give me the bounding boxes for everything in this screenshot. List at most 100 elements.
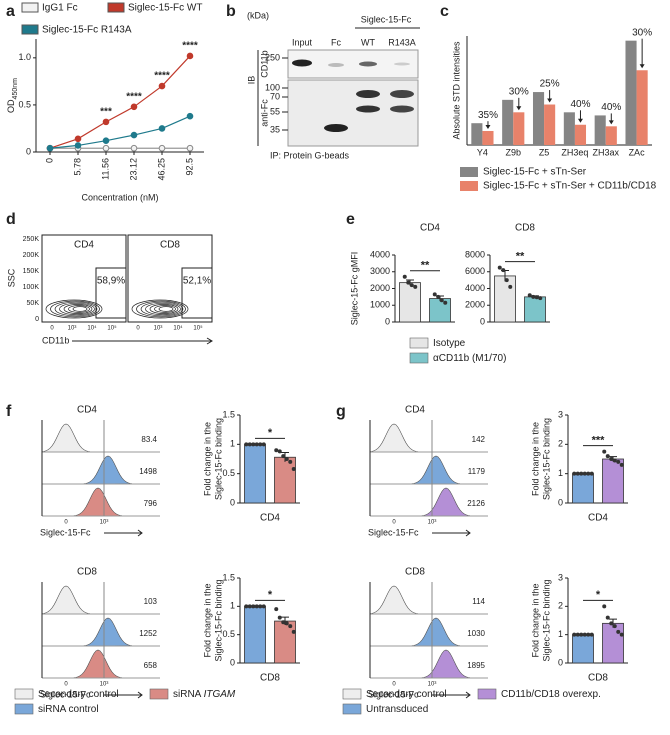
- bar: [572, 634, 594, 664]
- significance: *: [268, 427, 273, 439]
- data-point: [439, 298, 444, 303]
- y-tick-label: 3: [558, 572, 563, 582]
- data-point: [504, 278, 509, 283]
- contour: [136, 300, 186, 318]
- bar: [502, 99, 514, 145]
- histogram: [41, 585, 91, 615]
- flow-plot: [127, 234, 213, 323]
- data-point: [158, 82, 166, 90]
- data-point: [130, 144, 138, 152]
- data-point: [609, 621, 614, 626]
- histogram-value: 796: [144, 499, 158, 508]
- hist-x-arrow: [104, 529, 143, 537]
- data-point: [186, 52, 194, 60]
- panel-label: c: [440, 3, 449, 20]
- panel-label: g: [336, 403, 346, 420]
- flow-x-tick: 10³: [68, 326, 77, 332]
- y-tick-label: 0: [230, 657, 235, 667]
- x-tick-label: Y4: [477, 147, 488, 157]
- histogram-title: CD4: [77, 405, 97, 416]
- legend-label: siRNA control: [38, 704, 99, 715]
- data-point: [281, 620, 286, 625]
- flow-x-tick: 10⁴: [87, 325, 97, 332]
- significance: **: [421, 260, 430, 272]
- x-axis-label: CD4: [588, 513, 608, 524]
- data-point: [432, 292, 437, 297]
- y-tick-label: 6000: [465, 266, 485, 276]
- y-tick-label: 0: [558, 497, 563, 507]
- legend-swatch: [14, 688, 34, 700]
- y-tick-label: 4000: [465, 283, 485, 293]
- histogram-value: 1498: [139, 467, 157, 476]
- lane-label: Fc: [331, 37, 341, 47]
- flow-x-tick: 10⁵: [193, 325, 203, 332]
- data-point: [406, 280, 411, 285]
- flow-title: CD4: [74, 240, 94, 251]
- legend-label: Siglec-15-Fc + sTn-Ser: [483, 167, 587, 178]
- y-tick-label: 0: [558, 657, 563, 667]
- data-point: [534, 295, 539, 300]
- y-tick-label: 8000: [465, 249, 485, 259]
- legend-swatch: [409, 352, 429, 364]
- bar: [274, 620, 296, 664]
- y-axis-label: Siglec-15-Fc binding: [213, 418, 223, 500]
- legend-swatch: [342, 688, 362, 700]
- flow-y-tick: 50K: [27, 300, 40, 307]
- histogram-value: 83.4: [141, 435, 157, 444]
- contour: [50, 300, 100, 318]
- hist-x-tick: 10³: [100, 520, 109, 526]
- data-point: [158, 144, 166, 152]
- data-point: [288, 624, 293, 629]
- hist-x-arrow: [432, 529, 471, 537]
- data-point: [247, 604, 252, 609]
- blot-band: [356, 105, 380, 113]
- y-tick-label: 0: [385, 316, 390, 326]
- data-point: [281, 454, 286, 459]
- data-point: [261, 604, 266, 609]
- y-tick-label: 3000: [370, 266, 390, 276]
- data-point: [579, 471, 584, 476]
- annotation-arrowhead: [639, 64, 645, 69]
- y-tick-label: 3: [558, 409, 563, 419]
- blot-band: [390, 105, 414, 113]
- flow-x-label: CD11b: [42, 335, 69, 345]
- histogram-value: 1895: [467, 661, 485, 670]
- legend-label-text: Secondary control: [366, 689, 447, 700]
- legend-label-text: Untransduced: [366, 704, 428, 715]
- hist-x-tick: 0: [392, 520, 396, 526]
- bar: [563, 112, 575, 145]
- y-tick-label: 1.0: [18, 52, 31, 62]
- data-point: [291, 629, 296, 634]
- data-point: [609, 457, 614, 461]
- histogram: [73, 649, 123, 679]
- data-point: [130, 103, 138, 111]
- blot-band: [292, 59, 312, 67]
- hist-x-tick: 0: [64, 682, 68, 688]
- blot-band: [328, 63, 344, 67]
- marker-label: 55: [270, 106, 280, 116]
- x-tick-label: 5.78: [72, 158, 82, 176]
- data-point: [247, 442, 252, 447]
- significance: **: [516, 250, 525, 262]
- flow-x-tick: 10⁵: [107, 325, 117, 332]
- hist-x-label: Siglec-15-Fc: [40, 689, 91, 699]
- x-tick-label: ZH3ax: [592, 147, 619, 157]
- hist-x-tick: 10³: [428, 520, 437, 526]
- bar: [602, 622, 624, 664]
- data-point: [102, 137, 110, 144]
- legend-swatch: [149, 688, 169, 700]
- x-axis-label: CD8: [260, 673, 280, 684]
- data-point: [619, 462, 624, 467]
- significance: *: [268, 589, 273, 601]
- flow-x-arrow: [72, 337, 213, 345]
- bar: [636, 70, 648, 145]
- histogram: [83, 455, 133, 485]
- y-tick-label: 0.5: [222, 468, 235, 478]
- histogram-value: 114: [472, 597, 485, 606]
- data-point: [158, 125, 166, 132]
- flow-y-tick: 0: [35, 316, 39, 323]
- y-tick-label: 4000: [370, 249, 390, 259]
- blot-band: [394, 62, 410, 66]
- bar: [482, 130, 494, 145]
- data-point: [402, 274, 407, 279]
